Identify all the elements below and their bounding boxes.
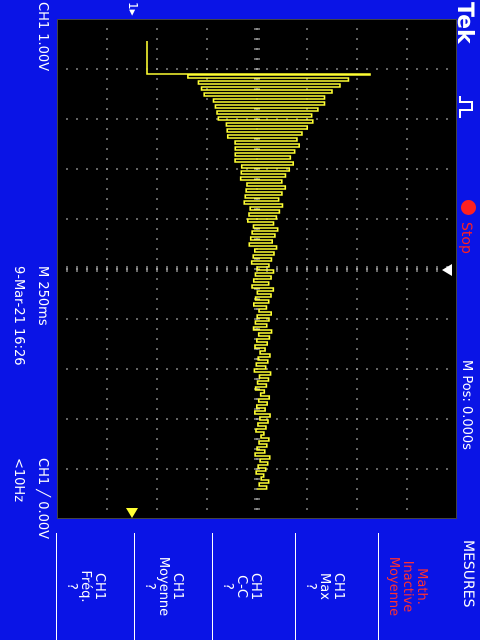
grid-line-horizontal [57, 368, 457, 370]
ch1-waveform-trace [146, 41, 371, 490]
menu-item-3[interactable]: CH1 C-C? [214, 533, 263, 640]
menu-item-2[interactable]: CH1 Max? [297, 533, 346, 640]
screen-border [57, 19, 457, 519]
menu-divider [378, 533, 379, 640]
menu-item-line: Fréq. [78, 570, 93, 603]
menu-item-line: ? [220, 583, 235, 590]
menu-item-text: CH1 Moyenne? [142, 533, 185, 640]
stop-indicator-icon [461, 200, 476, 215]
menu-divider [295, 533, 296, 640]
datetime: 9-Mar-21 16:26 [11, 266, 26, 366]
trigger-level: 0.00V [35, 501, 50, 540]
acquisition-state: Stop [458, 222, 474, 254]
menu-item-5[interactable]: CH1 Fréq.? [58, 533, 107, 640]
menu-item-line: Inactive [400, 560, 415, 613]
menu-item-line: C-C [234, 575, 249, 598]
trigger-info: CH1 ╱ 0.00V [35, 458, 50, 539]
waveform-graticule [57, 19, 457, 519]
menu-item-line: CH1 [248, 572, 263, 601]
menu-item-4[interactable]: CH1 Moyenne? [136, 533, 185, 640]
menu-item-text: CH1 Fréq.? [64, 533, 107, 640]
menu-item-line: CH1 [170, 572, 185, 601]
ground-arrow-icon: ▸ [126, 9, 140, 16]
menu-divider [134, 533, 135, 640]
frequency-readout: <10Hz [11, 458, 26, 503]
grid-line-horizontal [57, 218, 457, 220]
menu-divider [56, 533, 57, 640]
grid-line-horizontal [57, 118, 457, 120]
menu-item-line: ? [142, 583, 157, 590]
trigger-pulse-icon [458, 96, 476, 118]
menu-item-line: CH1 [92, 572, 107, 601]
trigger-position-marker-icon [442, 264, 452, 276]
waveform-display [57, 19, 457, 519]
menu-item-1[interactable]: Math. Inactive Moyenne [380, 533, 429, 640]
horizontal-position: M Pos: 0.000s [459, 360, 474, 450]
menu-item-text: CH1 C-C? [220, 533, 263, 640]
menu-item-text: CH1 Max? [303, 533, 346, 640]
menu-item-line: ? [64, 583, 79, 590]
trigger-level-marker-icon [126, 508, 138, 518]
menu-item-text: Math. Inactive Moyenne [386, 533, 429, 640]
menu-item-line: CH1 [331, 572, 346, 601]
menu-divider [212, 533, 213, 640]
menu-item-line: Math. [414, 568, 429, 605]
channel-number: 1 [126, 2, 140, 10]
menu-item-line: Moyenne [386, 556, 401, 617]
trigger-source: CH1 [35, 458, 50, 486]
timebase: M 250ms [35, 266, 50, 326]
menu-title: MESURES [460, 540, 476, 608]
trigger-slope-icon: ╱ [35, 489, 50, 498]
menu-item-line: ? [303, 583, 318, 590]
ch1-scale: CH1 1.00V [35, 2, 50, 72]
menu-item-line: Moyenne [156, 556, 171, 617]
menu-item-line: Max [317, 573, 332, 600]
channel-marker: 1▸ [126, 2, 140, 16]
